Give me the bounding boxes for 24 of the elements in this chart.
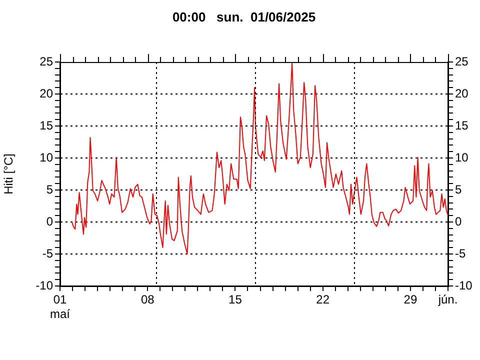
- y-tick-label: 5: [46, 182, 54, 196]
- y-axis-title: Hiti [°C]: [2, 154, 16, 194]
- y-tick-label: 10: [40, 150, 54, 164]
- y2-tick-label: -10: [455, 278, 473, 292]
- y-tick-label: -5: [42, 246, 54, 260]
- x-tick-label: 08: [140, 292, 155, 307]
- y2-tick-label: 15: [455, 118, 469, 132]
- y2-tick-label: 0: [455, 214, 462, 228]
- x-tick-label: 01 maí: [50, 292, 71, 321]
- chart-title: 00:00 sun. 01/06/2025: [172, 10, 316, 25]
- y2-tick-label: 10: [455, 150, 469, 164]
- y2-tick-label: 5: [455, 182, 462, 196]
- y-tick-label: -10: [36, 278, 54, 292]
- y2-tick-label: 20: [455, 86, 469, 100]
- y-tick-label: 0: [46, 214, 54, 228]
- y-tick-label: 20: [40, 86, 54, 100]
- y-tick-label: 15: [40, 118, 54, 132]
- x-tick-label: 15: [228, 292, 242, 307]
- y-tick-label: 25: [40, 54, 54, 68]
- x-tick-label: jún.: [437, 292, 458, 307]
- y2-tick-label: 25: [455, 54, 469, 68]
- x-tick-label: 29: [404, 292, 418, 307]
- x-tick-label: 22: [316, 292, 330, 307]
- y2-tick-label: -5: [455, 246, 466, 260]
